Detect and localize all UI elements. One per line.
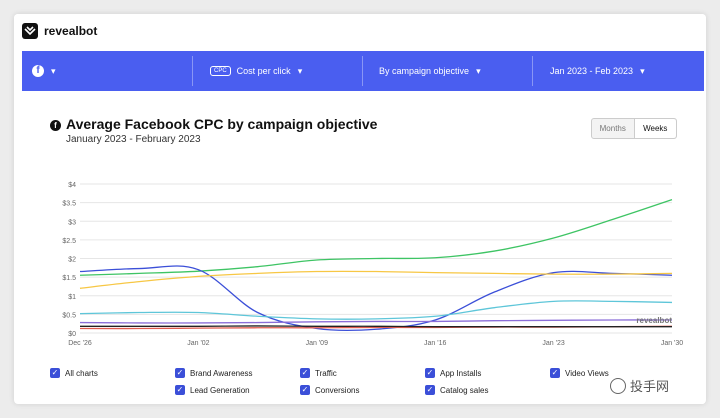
legend-brand-awareness[interactable]: ✓ Brand Awareness: [175, 368, 253, 378]
legend-video-views[interactable]: ✓ Video Views: [550, 368, 609, 378]
y-tick-label: $1.5: [62, 275, 76, 282]
y-tick-label: $2.5: [62, 238, 76, 245]
checkbox-checked-icon: ✓: [300, 385, 310, 395]
x-tick-label: Dec '26: [68, 340, 92, 347]
legend-all-charts[interactable]: ✓ All charts: [50, 368, 98, 378]
metric-selector[interactable]: CPC Cost per click ▾: [210, 51, 302, 91]
site-watermark: 投手网: [610, 376, 669, 395]
legend-traffic[interactable]: ✓ Traffic: [300, 368, 337, 378]
legend-label: Brand Awareness: [190, 368, 253, 378]
platform-selector[interactable]: f ▾: [32, 51, 56, 91]
series-line: [79, 319, 673, 324]
toolbar-divider: [532, 56, 533, 86]
group-label: By campaign objective: [379, 66, 470, 76]
date-range-selector[interactable]: Jan 2023 - Feb 2023 ▾: [550, 51, 645, 91]
months-option[interactable]: Months: [599, 124, 626, 133]
chevron-down-icon: ▾: [51, 65, 56, 76]
checkbox-checked-icon: ✓: [50, 368, 60, 378]
line-chart: $4 $3.5 $3 $2.5 $2 $1.5 $1 $0.5 $0 Dec '26 Jan '02…: [62, 182, 683, 347]
app-window: revealbot f ▾ CPC Cost per click ▾ By ca…: [14, 14, 706, 404]
group-selector[interactable]: By campaign objective ▾: [379, 51, 481, 91]
revealbot-logo-icon: [22, 23, 38, 39]
checkbox-checked-icon: ✓: [175, 385, 185, 395]
checkbox-checked-icon: ✓: [425, 368, 435, 378]
metric-badge: CPC: [210, 66, 231, 76]
weeks-option[interactable]: Weeks: [633, 119, 676, 138]
chart-watermark: revealbot: [636, 316, 672, 325]
filter-toolbar: f ▾ CPC Cost per click ▾ By campaign obj…: [22, 51, 704, 91]
x-tick-label: Jan '30: [661, 340, 683, 347]
legend-catalog-sales[interactable]: ✓ Catalog sales: [425, 385, 488, 395]
x-tick-label: Jan '09: [306, 340, 328, 347]
checkbox-checked-icon: ✓: [300, 368, 310, 378]
date-label: Jan 2023 - Feb 2023: [550, 66, 634, 76]
chart-subtitle: January 2023 - February 2023: [66, 134, 201, 145]
app-header: revealbot: [14, 14, 706, 50]
period-toggle: Months Weeks: [591, 118, 677, 139]
checkbox-checked-icon: ✓: [425, 385, 435, 395]
series-line: [80, 325, 672, 328]
series-line: [79, 270, 673, 289]
chevron-down-icon: ▾: [297, 65, 303, 76]
y-tick-label: $1: [68, 294, 76, 301]
facebook-icon: f: [50, 120, 61, 131]
chart-title: Average Facebook CPC by campaign objecti…: [66, 116, 378, 132]
legend-conversions[interactable]: ✓ Conversions: [300, 385, 359, 395]
y-tick-label: $3.5: [62, 201, 76, 208]
legend-label: Conversions: [315, 385, 360, 395]
checkbox-checked-icon: ✓: [175, 368, 185, 378]
metric-label: Cost per click: [236, 66, 291, 76]
series-line: [79, 265, 673, 332]
y-tick-label: $2: [68, 257, 76, 264]
y-tick-label: $0.5: [62, 312, 76, 319]
x-tick-label: Jan '16: [424, 340, 446, 347]
toolbar-divider: [362, 56, 363, 86]
chevron-down-icon: ▾: [640, 65, 645, 76]
checkbox-checked-icon: ✓: [550, 368, 560, 378]
chevron-down-icon: ▾: [476, 65, 481, 76]
brand-name: revealbot: [44, 24, 98, 38]
legend-label: Lead Generation: [190, 385, 250, 395]
legend-app-installs[interactable]: ✓ App Installs: [425, 368, 481, 378]
legend-label: Traffic: [315, 368, 337, 378]
x-tick-label: Jan '23: [542, 340, 564, 347]
watermark-logo-icon: [610, 377, 626, 394]
legend-lead-generation[interactable]: ✓ Lead Generation: [175, 385, 250, 395]
legend-label: Catalog sales: [440, 385, 489, 395]
legend-label: Video Views: [565, 368, 609, 378]
y-tick-label: $0: [68, 331, 76, 338]
legend-label: App Installs: [440, 368, 482, 378]
x-tick-label: Jan '02: [187, 340, 209, 347]
legend-label: All charts: [65, 368, 98, 378]
watermark-text: 投手网: [630, 379, 670, 394]
series-line: [79, 199, 673, 276]
chart-card: f Average Facebook CPC by campaign objec…: [22, 93, 704, 404]
series-line: [79, 300, 673, 320]
facebook-icon: f: [32, 65, 44, 77]
y-tick-label: $3: [68, 219, 76, 226]
toolbar-divider: [192, 56, 193, 86]
y-tick-label: $4: [68, 182, 76, 189]
